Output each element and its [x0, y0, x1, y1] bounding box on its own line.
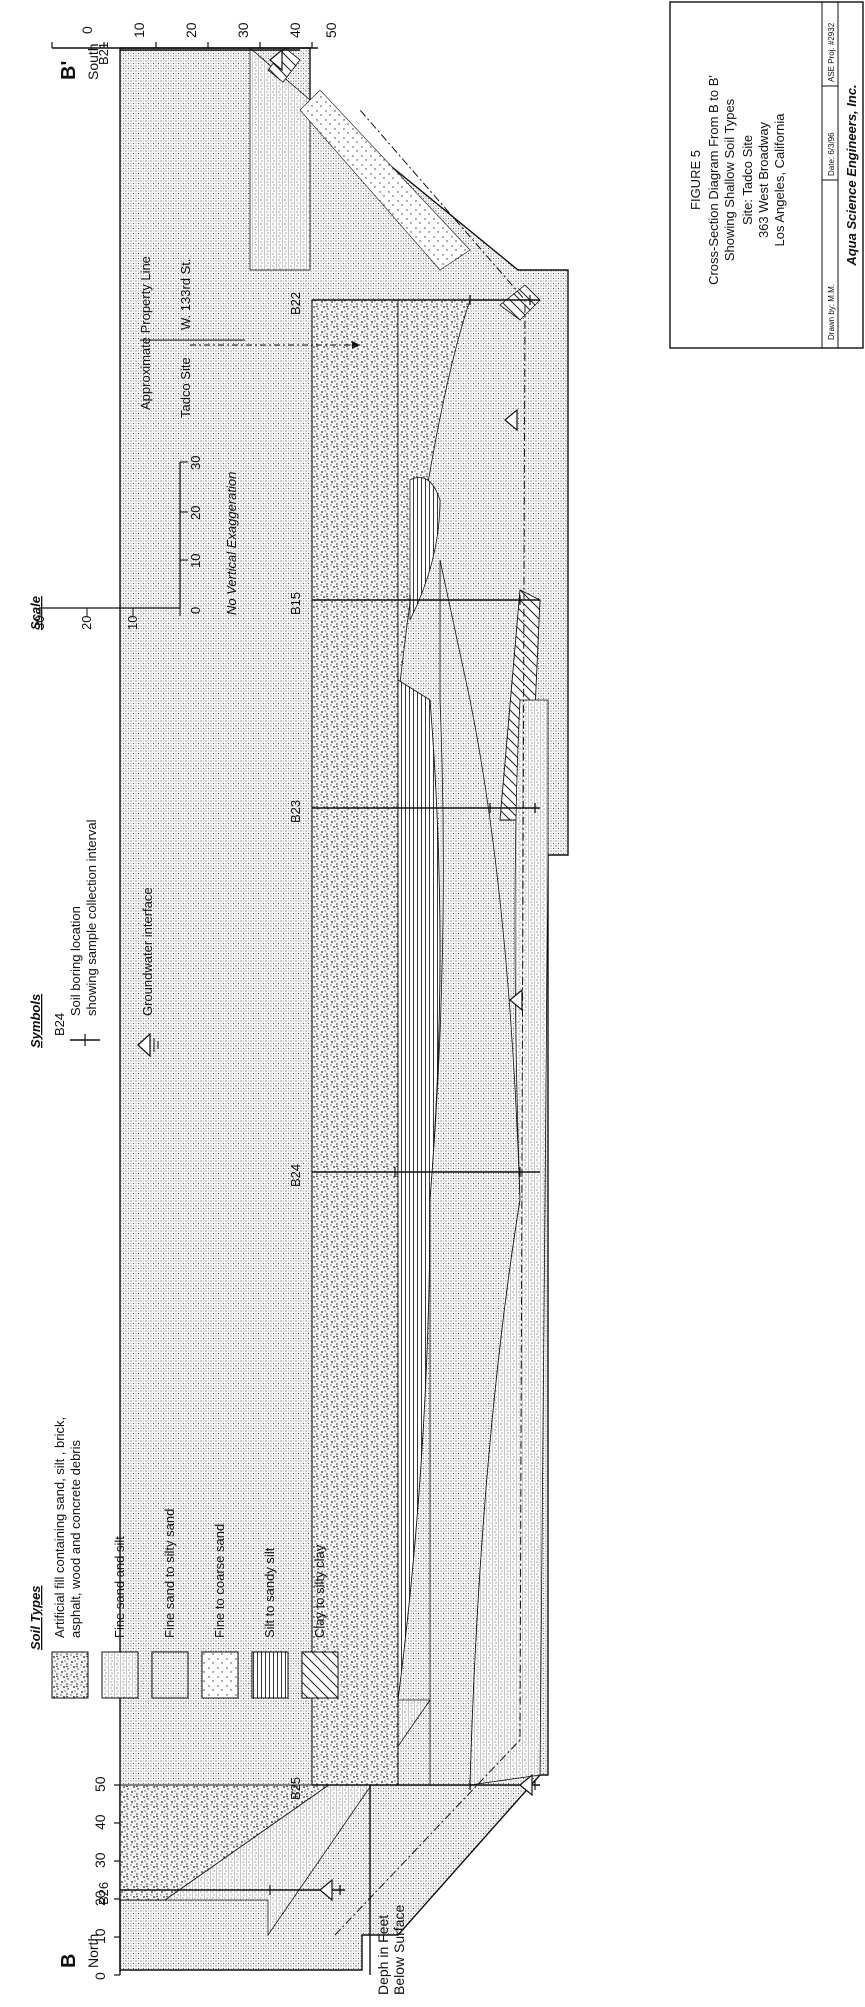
boring-label-b26: B26 — [96, 1882, 111, 1905]
depth-axis-left: 0 10 20 30 40 50 Deph in Feet Below Surf… — [58, 1776, 407, 1995]
groundwater-symbol-icon — [137, 1032, 151, 1058]
soil-label-fine-coarse-sand: Fine to coarse sand — [212, 1524, 227, 1638]
scale-v-10: 10 — [125, 616, 140, 630]
figure-number: FIGURE 5 — [688, 150, 703, 210]
boring-ticks — [269, 295, 536, 1895]
property-line: Approximate Property Line Tadco Site W. … — [138, 256, 360, 418]
scale-note: No Vertical Exaggeration — [224, 472, 239, 615]
title-block: FIGURE 5 Cross-Section Diagram From B to… — [669, 1, 864, 349]
soil-label-fill-1: Artificial fill containing sand, silt , … — [52, 1417, 67, 1638]
soil-label-fill-2: asphalt, wood and concrete debris — [68, 1439, 83, 1638]
soil-label-silt-sandy: Silt to sandy silt — [262, 1547, 277, 1638]
soil-label-clay: Clay to silty clay — [312, 1544, 327, 1638]
depth-tick-right-30: 30 — [235, 22, 251, 38]
title-line2: Showing Shallow Soil Types — [722, 98, 737, 261]
boring-label-b23: B23 — [288, 800, 303, 823]
scale-h-20: 20 — [188, 506, 203, 520]
layer-interface-dashed — [334, 109, 526, 1936]
depth-tick-right-40: 40 — [287, 22, 303, 38]
title-line5: Los Angeles, California — [772, 113, 787, 247]
section-start-direction: North — [85, 1934, 101, 1968]
depth-tick-right-10: 10 — [131, 22, 147, 38]
swatch-fine-coarse-sand — [201, 1651, 239, 1699]
boring-label-b22: B22 — [288, 292, 303, 315]
property-right-label: W. 133rd St. — [178, 258, 193, 330]
title-line3: Site: Tadco Site — [740, 135, 755, 225]
boring-label-b15: B15 — [288, 592, 303, 615]
section-end-letter: B' — [58, 61, 80, 80]
section-end-direction: South — [85, 43, 101, 80]
scale-bar: Scale 30 20 10 0 10 20 30 No Vertical Ex… — [28, 456, 239, 630]
symbol-boring-tag: B24 — [52, 1013, 67, 1036]
scale-v-20: 20 — [79, 616, 94, 630]
project-number: ASE Proj. #2932 — [827, 22, 836, 82]
title-line1: Cross-Section Diagram From B to B' — [706, 75, 721, 285]
property-line-label: Approximate Property Line — [138, 256, 153, 410]
soil-types-heading: Soil Types — [28, 1585, 43, 1650]
depth-axis-right: 0 10 20 30 40 50 B' South — [51, 22, 339, 80]
depth-tick-right-20: 20 — [183, 22, 199, 38]
depth-tick-left-30: 30 — [92, 1852, 108, 1868]
boring-label-b21: B21 — [96, 42, 111, 65]
soil-label-fine-sand-silt: Fine sand and silt — [112, 1536, 127, 1638]
symbols-heading: Symbols — [28, 994, 43, 1048]
symbol-groundwater: Groundwater interface — [140, 887, 155, 1016]
boring-label-b24: B24 — [288, 1164, 303, 1187]
soil-types-legend: Soil Types Artificial fill containing sa… — [28, 1417, 339, 1699]
swatch-fine-sand-silt — [101, 1651, 139, 1699]
depth-axis-label-1: Deph in Feet — [375, 1915, 391, 1995]
silt-lens-b23 — [409, 477, 441, 621]
boring-labels: B26 B25 B24 B23 B15 B22 B21 — [96, 42, 303, 1905]
drawn-by: Drawn by: M.M. — [827, 284, 836, 340]
depth-tick-left-0: 0 — [92, 1972, 108, 1980]
scale-v-30: 30 — [32, 616, 47, 630]
boring-lines — [120, 49, 540, 1891]
scale-h-30: 30 — [188, 456, 203, 470]
section-start-letter: B — [58, 1954, 80, 1968]
coarse-sand-south — [299, 89, 471, 271]
depth-tick-left-20: 20 — [92, 1890, 108, 1906]
drawn-date: Date: 6/3/96 — [827, 132, 836, 176]
depth-tick-left-10: 10 — [92, 1928, 108, 1944]
property-left-label: Tadco Site — [178, 357, 193, 418]
depth-tick-left-40: 40 — [92, 1814, 108, 1830]
depth-axis-label-2: Below Surface — [391, 1905, 407, 1995]
boring-label-b25: B25 — [288, 1777, 303, 1800]
fill-layer-b15 — [397, 299, 471, 701]
cross-section-body — [119, 47, 569, 1971]
swatch-silt-sandy — [251, 1651, 289, 1699]
scale-heading: Scale — [28, 596, 43, 630]
depth-tick-right-0: 0 — [79, 26, 95, 34]
symbol-boring-line1: Soil boring location — [68, 906, 83, 1016]
groundwater-markers — [269, 48, 533, 1902]
soil-label-fine-silty-sand: Fine sand to silty sand — [162, 1509, 177, 1638]
scale-v-0: 0 — [188, 607, 203, 614]
depth-tick-right-50: 50 — [323, 22, 339, 38]
symbol-boring-line2: showing sample collection interval — [84, 819, 99, 1016]
swatch-fill — [51, 1651, 89, 1699]
scale-h-10: 10 — [188, 554, 203, 568]
sandsilt-base — [469, 699, 549, 1786]
company-name: Aqua Science Engineers, Inc. — [844, 84, 859, 266]
depth-tick-left-50: 50 — [92, 1776, 108, 1792]
title-line4: 363 West Broadway — [756, 121, 771, 238]
swatch-clay — [301, 1651, 339, 1699]
swatch-fine-silty-sand — [151, 1651, 189, 1699]
symbols-legend: Symbols B24 Soil boring location showing… — [28, 819, 159, 1058]
